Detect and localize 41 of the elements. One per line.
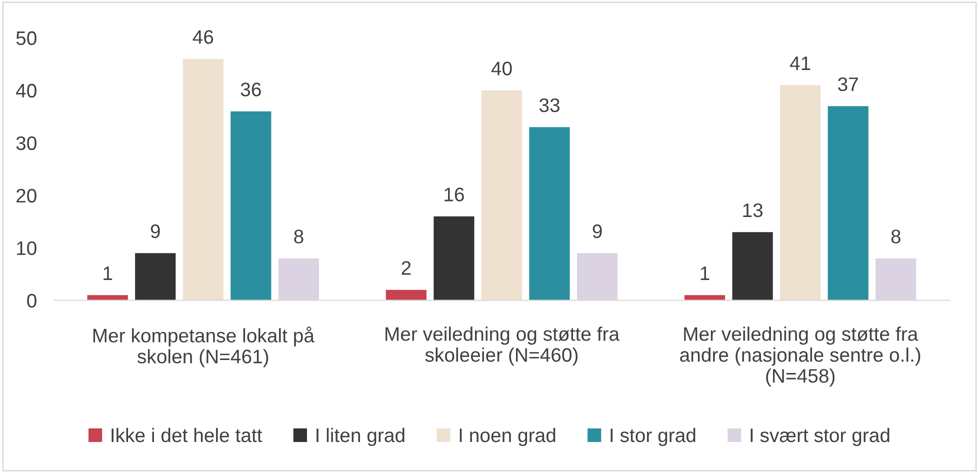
data-label: 16 — [444, 188, 464, 202]
bar — [828, 106, 868, 300]
y-tick-label: 20 — [16, 188, 36, 203]
bar — [135, 253, 176, 300]
data-label: 9 — [592, 224, 602, 238]
y-tick-label: 40 — [16, 84, 36, 98]
data-label: 9 — [150, 224, 160, 238]
bar — [684, 295, 726, 300]
data-label: 36 — [240, 82, 261, 96]
bar — [386, 290, 426, 300]
data-label: 1 — [104, 266, 112, 280]
bar — [230, 111, 272, 300]
x-tick-label: Mer kompetanse lokalt på skolen (N=461) — [93, 326, 314, 368]
data-label: 41 — [790, 56, 810, 70]
legend-label: I stor grad — [610, 428, 696, 446]
y-tick-label: 30 — [16, 136, 36, 150]
data-label: 8 — [294, 230, 304, 244]
bar — [529, 127, 570, 300]
legend-label: I noen grad — [460, 428, 556, 446]
bar — [182, 58, 224, 300]
bar — [434, 216, 474, 300]
bar — [732, 232, 773, 300]
bar — [87, 295, 128, 300]
y-tick-label: 50 — [16, 31, 36, 46]
legend-label: Ikke i det hele tatt — [112, 428, 262, 442]
legend-label: I svært stor grad — [750, 428, 890, 446]
bar — [481, 90, 522, 300]
x-tick-label: Mer veiledning og støtte fra andre (nasjonale sentre o.l.) (N=458) — [680, 326, 920, 387]
legend-label: I liten grad — [316, 428, 404, 446]
data-label: 37 — [838, 77, 858, 92]
data-label: 13 — [743, 203, 763, 218]
data-label: 2 — [402, 261, 411, 275]
y-tick-label: 10 — [17, 241, 36, 256]
data-label: 1 — [700, 266, 710, 280]
data-label: 40 — [491, 62, 512, 76]
x-tick-label: Mer veiledning og støtte fra skoleeier (N=460) — [386, 326, 620, 366]
bar — [780, 85, 821, 300]
data-label: 46 — [192, 30, 214, 44]
data-label: 8 — [891, 230, 900, 244]
data-label: 33 — [539, 98, 560, 112]
y-tick-label: 0 — [27, 294, 36, 308]
